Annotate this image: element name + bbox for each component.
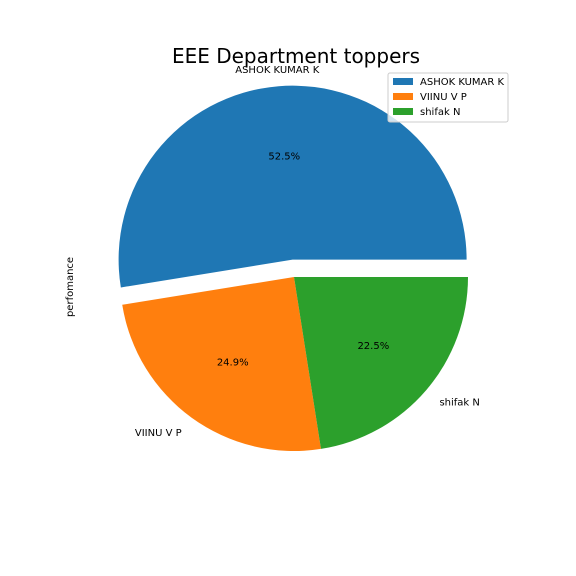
pie-slice-ashok-kumar-k bbox=[118, 85, 467, 288]
pie-slice-shifak-n bbox=[294, 277, 468, 449]
pie-labels: 52.5% ASHOK KUMAR K 24.9% VIINU V P 22.5% shi… bbox=[135, 65, 480, 439]
legend: ASHOK KUMAR K VIINU V P shifak N bbox=[387, 72, 509, 123]
pct-label-ashok-kumar-k: 52.5% bbox=[268, 152, 300, 163]
chart-title: EEE Department toppers bbox=[172, 44, 420, 68]
y-axis-label: perfomance bbox=[65, 257, 76, 317]
legend-label-shifak-n: shifak N bbox=[420, 107, 460, 118]
legend-swatch-shifak-n bbox=[393, 108, 413, 115]
legend-frame bbox=[387, 72, 509, 123]
legend-swatch-viinu-v-p bbox=[393, 93, 413, 100]
pie-slice-viinu-v-p bbox=[122, 277, 321, 451]
slice-label-viinu-v-p: VIINU V P bbox=[135, 428, 182, 439]
legend-label-ashok-kumar-k: ASHOK KUMAR K bbox=[420, 77, 505, 88]
pct-label-viinu-v-p: 24.9% bbox=[217, 358, 249, 369]
legend-swatch-ashok-kumar-k bbox=[393, 78, 413, 85]
slice-label-ashok-kumar-k: ASHOK KUMAR K bbox=[235, 65, 320, 76]
pct-label-shifak-n: 22.5% bbox=[357, 341, 389, 352]
slice-label-shifak-n: shifak N bbox=[439, 397, 479, 408]
legend-label-viinu-v-p: VIINU V P bbox=[420, 92, 467, 103]
pie-slices bbox=[118, 85, 468, 451]
